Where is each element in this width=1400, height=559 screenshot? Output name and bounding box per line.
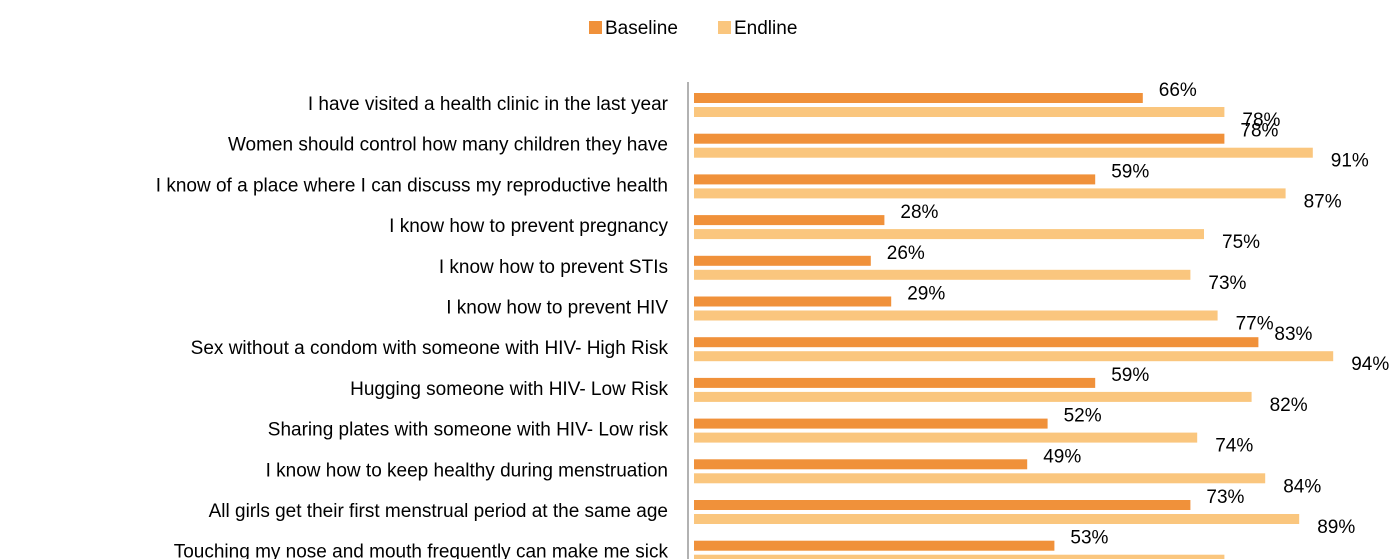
category-label: Women should control how many children t… xyxy=(228,135,668,156)
bar xyxy=(694,337,1259,348)
bar xyxy=(694,269,1191,280)
category-label: I know of a place where I can discuss my… xyxy=(156,175,668,196)
category-label: I know how to prevent pregnancy xyxy=(389,216,668,237)
value-label: 78% xyxy=(1242,110,1280,131)
legend-swatch xyxy=(718,21,731,34)
bar xyxy=(694,107,1225,117)
bar xyxy=(694,473,1266,484)
bar xyxy=(694,147,1313,158)
value-label: 94% xyxy=(1351,354,1389,375)
category-label: I have visited a health clinic in the la… xyxy=(308,94,669,115)
value-label: 82% xyxy=(1270,395,1308,416)
value-label: 73% xyxy=(1208,273,1246,294)
bar xyxy=(694,133,1225,144)
bar xyxy=(694,432,1198,443)
category-label: I know how to keep healthy during menstr… xyxy=(266,460,668,481)
value-label: 28% xyxy=(900,202,938,223)
category-label: Sharing plates with someone with HIV- Lo… xyxy=(268,420,669,441)
value-label: 52% xyxy=(1064,406,1102,427)
value-label: 75% xyxy=(1222,232,1260,253)
category-label: Hugging someone with HIV- Low Risk xyxy=(350,379,668,400)
bar xyxy=(694,215,885,226)
bar xyxy=(694,310,1218,321)
value-label: 77% xyxy=(1236,314,1274,335)
value-label: 49% xyxy=(1043,446,1081,467)
value-label: 87% xyxy=(1304,191,1342,212)
value-label: 73% xyxy=(1206,487,1244,508)
bar xyxy=(694,93,1143,103)
legend-label: Baseline xyxy=(605,18,678,39)
category-label: Sex without a condom with someone with H… xyxy=(191,338,669,359)
bar xyxy=(694,459,1028,470)
category-label: Touching my nose and mouth frequently ca… xyxy=(174,542,669,559)
value-label: 78% xyxy=(1242,558,1280,559)
bar xyxy=(694,255,871,266)
value-label: 29% xyxy=(907,284,945,305)
value-label: 89% xyxy=(1317,517,1355,538)
bar xyxy=(694,391,1252,402)
bar xyxy=(694,418,1048,429)
value-label: 91% xyxy=(1331,151,1369,172)
value-label: 74% xyxy=(1215,436,1253,457)
bar xyxy=(694,174,1096,185)
value-label: 59% xyxy=(1111,365,1149,386)
bar xyxy=(694,377,1096,388)
legend-label: Endline xyxy=(734,18,797,39)
bar xyxy=(694,540,1055,551)
value-label: 66% xyxy=(1159,80,1197,101)
bar xyxy=(694,554,1225,559)
value-label: 78% xyxy=(1240,121,1278,142)
value-label: 84% xyxy=(1283,476,1321,497)
bar xyxy=(694,514,1300,524)
category-label: I know how to prevent HIV xyxy=(446,298,668,319)
value-label: 59% xyxy=(1111,161,1149,182)
category-label: All girls get their first menstrual peri… xyxy=(209,501,668,522)
bar xyxy=(694,500,1191,510)
bar xyxy=(694,351,1334,362)
category-label: I know how to prevent STIs xyxy=(439,257,668,278)
value-label: 83% xyxy=(1274,324,1312,345)
bar xyxy=(694,188,1286,199)
value-label: 26% xyxy=(887,243,925,264)
value-label: 53% xyxy=(1070,528,1108,549)
bar xyxy=(694,296,892,307)
legend-swatch xyxy=(589,21,602,34)
bar xyxy=(694,229,1204,240)
